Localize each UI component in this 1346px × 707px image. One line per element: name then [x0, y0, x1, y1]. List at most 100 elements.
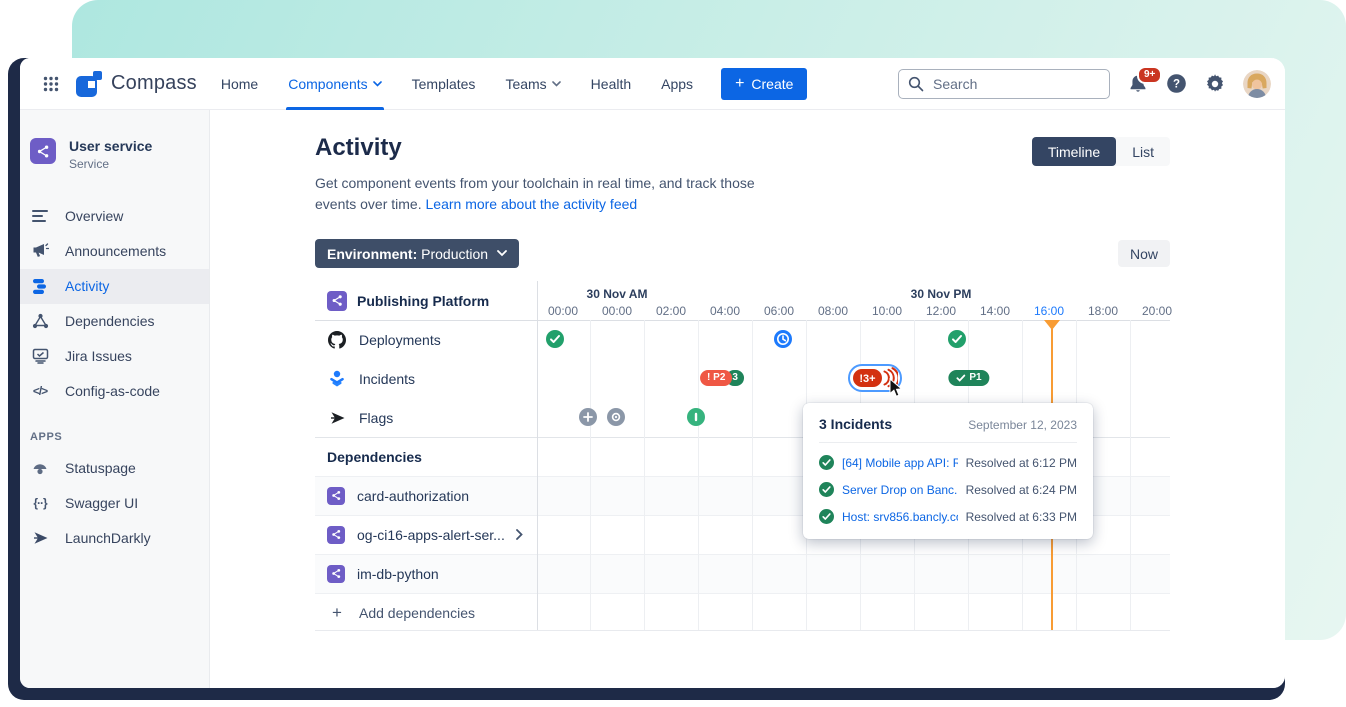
incidents-tooltip: 3 Incidents September 12, 2023 [64] Mobi… — [803, 403, 1093, 539]
tooltip-date: September 12, 2023 — [968, 418, 1077, 432]
component-icon — [327, 290, 347, 311]
nav-components[interactable]: Components — [286, 58, 385, 110]
separator — [315, 593, 1170, 594]
plus-icon: + — [735, 74, 745, 92]
chevron-right-icon[interactable] — [516, 529, 523, 540]
incident-resolved-time: Resolved at 6:12 PM — [965, 455, 1077, 470]
megaphone-icon — [30, 241, 50, 261]
deployment-success-event[interactable] — [948, 330, 966, 348]
gridline — [752, 320, 753, 630]
settings-button[interactable] — [1205, 73, 1225, 94]
search-input[interactable] — [898, 68, 1110, 99]
apps-section-heading: APPS — [30, 430, 63, 443]
main-nav: Home Components Templates Teams Health A… — [221, 58, 693, 110]
compass-logo[interactable]: Compass — [76, 70, 197, 97]
tab-list[interactable]: List — [1132, 143, 1154, 160]
tooltip-title: 3 Incidents — [819, 416, 893, 432]
axis-tick-current: 16:00 — [1033, 304, 1065, 318]
deployment-scheduled-event[interactable] — [774, 330, 792, 348]
launchdarkly-icon — [30, 528, 50, 548]
sidebar-item-jira-issues[interactable]: Jira Issues — [20, 339, 209, 374]
component-icon — [327, 564, 345, 583]
resolved-check-icon — [819, 509, 834, 524]
mouse-cursor — [889, 378, 903, 397]
sidebar-item-dependencies[interactable]: Dependencies — [20, 304, 209, 339]
flag-created-event[interactable] — [579, 408, 597, 426]
tooltip-incident-row: Server Drop on Banc.ly Fr... Resolved at… — [819, 482, 1077, 497]
page-title: Activity — [315, 134, 402, 161]
axis-date-am: 30 Nov AM — [586, 287, 648, 301]
nav-health[interactable]: Health — [590, 75, 632, 92]
gear-icon — [1207, 73, 1224, 92]
app-switcher-icon[interactable] — [34, 67, 68, 101]
timeline-row-flags[interactable]: Flags — [315, 398, 537, 437]
timeline-left-column: Publishing Platform Deployments Incident… — [315, 281, 537, 630]
flag-enabled-event[interactable] — [687, 408, 705, 426]
page-description: Get component events from your toolchain… — [315, 175, 755, 212]
nav-apps[interactable]: Apps — [661, 75, 694, 92]
sidebar-item-swagger-ui[interactable]: {··} Swagger UI — [20, 486, 209, 521]
incident-link[interactable]: Server Drop on Banc.ly Fr... — [842, 482, 958, 497]
flag-target-event[interactable] — [607, 408, 625, 426]
opsgenie-icon — [327, 369, 347, 389]
now-button[interactable]: Now — [1117, 240, 1170, 267]
gridline — [590, 320, 591, 630]
axis-tick: 12:00 — [925, 304, 957, 318]
incident-p2-event[interactable]: ! P2 3 — [700, 370, 744, 386]
overview-icon — [30, 206, 50, 226]
question-icon: ? — [1167, 74, 1186, 93]
swagger-icon: {··} — [33, 496, 47, 511]
component-icon — [327, 525, 345, 544]
gridline — [698, 320, 699, 630]
sidebar-item-overview[interactable]: Overview — [20, 199, 209, 234]
nav-home[interactable]: Home — [220, 75, 259, 92]
tab-timeline[interactable]: Timeline — [1031, 137, 1117, 166]
search-box — [898, 68, 1110, 99]
left-sidebar: User service Service Overview Announceme… — [20, 110, 210, 688]
axis-tick: 00:00 — [601, 304, 633, 318]
svg-text:!3+: !3+ — [859, 373, 875, 385]
notifications-button[interactable]: 9+ — [1128, 65, 1163, 94]
sidebar-item-activity[interactable]: Activity — [20, 268, 209, 304]
deployment-success-event[interactable] — [546, 330, 564, 348]
learn-more-link[interactable]: Learn more about the activity feed — [425, 196, 638, 212]
axis-tick: 10:00 — [871, 304, 903, 318]
incident-resolved-time: Resolved at 6:33 PM — [965, 509, 1077, 524]
jira-issues-icon — [30, 346, 50, 366]
component-icon — [327, 486, 345, 505]
incident-p1-resolved-event[interactable]: P1 — [948, 370, 990, 386]
timeline-component-header: Publishing Platform — [315, 281, 537, 320]
app-window: Compass Home Components Templates Teams … — [20, 58, 1285, 688]
check-icon — [956, 374, 966, 382]
environment-dropdown[interactable]: Environment: Production — [315, 239, 520, 268]
dependency-im-db-python[interactable]: im-db-python — [315, 554, 537, 593]
window-frame: Compass Home Components Templates Teams … — [8, 58, 1285, 700]
add-dependencies-button[interactable]: + Add dependencies — [315, 593, 537, 632]
row-stripe — [315, 554, 1170, 593]
now-marker — [1044, 320, 1060, 330]
resolved-check-icon — [819, 482, 834, 497]
help-button[interactable]: ? — [1166, 73, 1187, 94]
dependency-card-authorization[interactable]: card-authorization — [315, 476, 537, 515]
sidebar-item-config-as-code[interactable]: </> Config-as-code — [20, 374, 209, 409]
main-content: Activity Timeline List Get component eve… — [210, 110, 1285, 688]
incident-link[interactable]: [64] Mobile app API: Requ... — [842, 455, 958, 470]
gridline — [644, 320, 645, 630]
timeline-row-incidents[interactable]: Incidents — [315, 359, 537, 398]
nav-teams[interactable]: Teams — [505, 58, 561, 110]
axis-tick: 18:00 — [1087, 304, 1119, 318]
dependency-og-ci16[interactable]: og-ci16-apps-alert-ser... — [315, 515, 537, 554]
notification-badge: 9+ — [1137, 65, 1163, 84]
dependencies-heading: Dependencies — [327, 448, 422, 465]
sidebar-item-launchdarkly[interactable]: LaunchDarkly — [20, 521, 209, 556]
separator — [315, 320, 1170, 321]
sidebar-item-statuspage[interactable]: Statuspage — [20, 451, 209, 486]
component-name: User service — [69, 138, 153, 154]
timeline-row-deployments[interactable]: Deployments — [315, 320, 537, 359]
nav-templates[interactable]: Templates — [411, 75, 476, 92]
incident-link[interactable]: Host: srv856.bancly.com... — [842, 509, 958, 524]
top-navigation-bar: Compass Home Components Templates Teams … — [20, 58, 1285, 110]
user-avatar[interactable] — [1243, 69, 1271, 98]
create-button[interactable]: + Create — [721, 67, 808, 100]
sidebar-item-announcements[interactable]: Announcements — [20, 234, 209, 269]
